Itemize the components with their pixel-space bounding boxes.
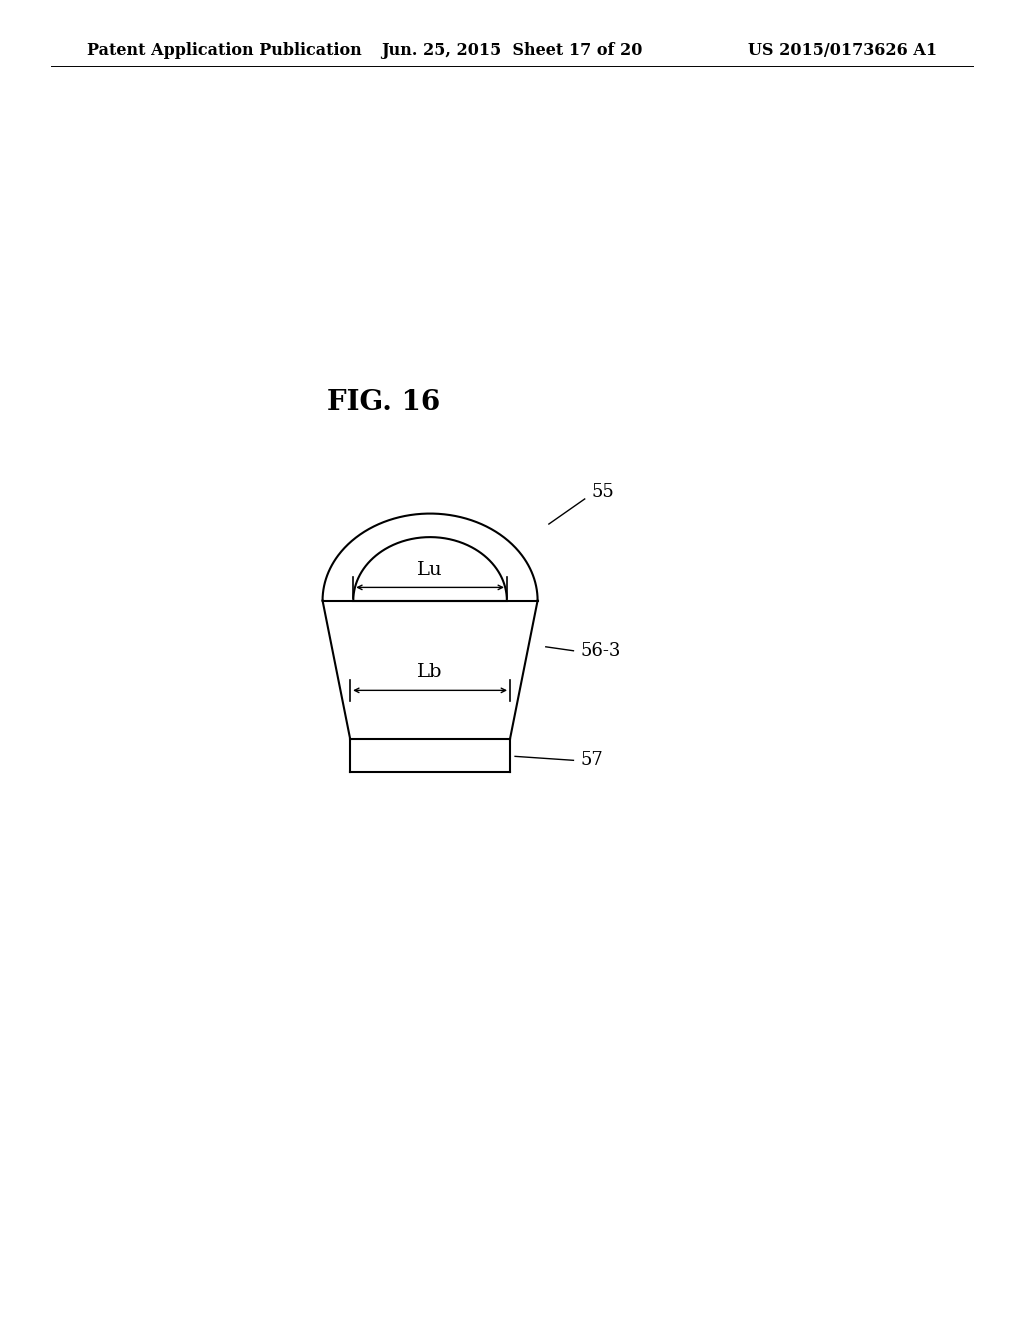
Text: US 2015/0173626 A1: US 2015/0173626 A1	[748, 42, 937, 58]
Text: 57: 57	[581, 751, 603, 770]
Text: 55: 55	[592, 483, 614, 502]
Text: Jun. 25, 2015  Sheet 17 of 20: Jun. 25, 2015 Sheet 17 of 20	[381, 42, 643, 58]
Text: FIG. 16: FIG. 16	[328, 389, 440, 416]
Text: 56-3: 56-3	[581, 642, 621, 660]
Text: Lu: Lu	[417, 561, 443, 579]
Text: Lb: Lb	[418, 663, 442, 681]
Text: Patent Application Publication: Patent Application Publication	[87, 42, 361, 58]
